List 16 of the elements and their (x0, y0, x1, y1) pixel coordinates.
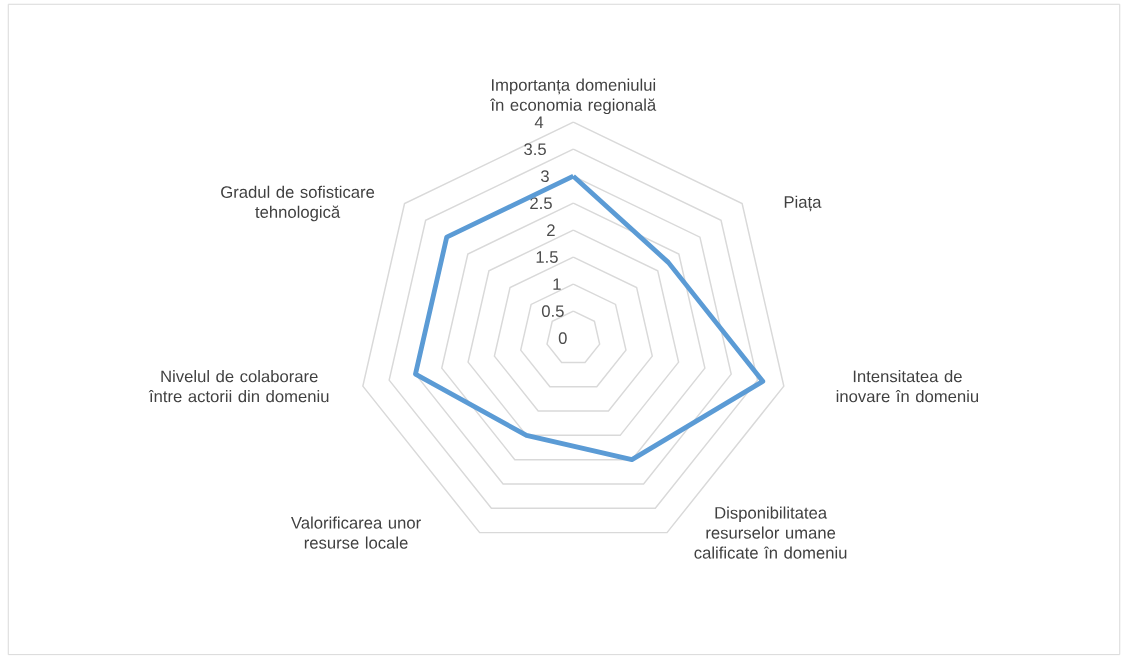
spoke-label: Piața (784, 195, 822, 212)
y-tick-label: 4 (534, 116, 544, 128)
y-tick-label: 3 (540, 170, 549, 182)
spoke-label: Importanța domeniului în economia regională (490, 78, 657, 115)
y-tick-label: 2.5 (530, 197, 552, 209)
y-tick-label: 1 (553, 278, 561, 290)
spoke-label: Nivelul de colaborare între actorii din domeniu (148, 369, 329, 403)
spoke-label: Disponibilitatea resurselor umane calificate în domeniu (694, 506, 847, 559)
spoke-label: Gradul de sofisticare tehnologică (221, 185, 375, 222)
y-tick-label: 1.5 (536, 251, 558, 263)
spoke-label: Intensitatea de inovare în domeniu (836, 369, 979, 403)
y-tick-label: 0.5 (541, 305, 564, 317)
y-tick-label: 2 (547, 224, 555, 236)
y-tick-label: 3.5 (524, 143, 546, 155)
y-tick-label: 0 (558, 332, 567, 344)
spoke-label: Valorificarea unor resurse locale (291, 516, 421, 549)
